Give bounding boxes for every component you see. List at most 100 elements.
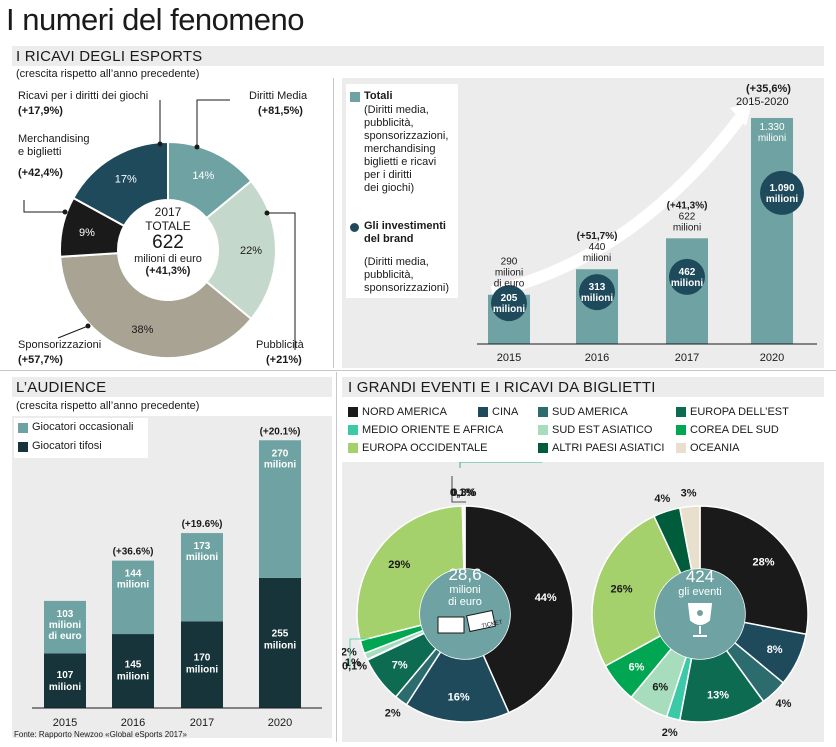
casual-value-label: di euro bbox=[48, 631, 81, 642]
growth-label: (+41,3%) bbox=[667, 200, 708, 211]
casual-value-label: milioni bbox=[264, 459, 296, 470]
revenue-subtitle: (crescita rispetto all’anno precedente) bbox=[16, 68, 200, 80]
center-growth: (+41,3%) bbox=[145, 265, 191, 277]
events-legend-label: SUD AMERICA bbox=[552, 406, 628, 418]
event-slice-label: 4% bbox=[654, 493, 670, 505]
source-note: Fonte: Rapporto Newzoo «Global eSports 2… bbox=[14, 730, 187, 739]
brand-value-label: milioni bbox=[671, 278, 703, 289]
brand-swatch bbox=[350, 223, 359, 232]
event-slice-label: 6% bbox=[628, 662, 644, 674]
totali-desc-line: (Diritti media, bbox=[364, 104, 429, 116]
events-legend-label: OCEANIA bbox=[690, 442, 740, 454]
ads-label: Pubblicità bbox=[256, 339, 304, 351]
audience-year-label: 2017 bbox=[190, 717, 214, 729]
brand-desc-line: pubblicità, bbox=[364, 269, 414, 281]
fans-bar bbox=[259, 577, 301, 708]
donut1-value: 28,6 bbox=[448, 565, 482, 584]
brand-desc-line: sponsorizzazioni) bbox=[364, 282, 449, 294]
year-tick-label: 2017 bbox=[675, 352, 699, 364]
merch-label: Merchandising bbox=[18, 133, 90, 145]
fans-bar bbox=[112, 634, 154, 708]
events-legend-label: ALTRI PAESI ASIATICI bbox=[552, 442, 665, 454]
total-value-label: milioni bbox=[758, 133, 786, 144]
merch-label-2: e biglietti bbox=[18, 146, 62, 158]
total-value-label: di euro bbox=[494, 279, 525, 290]
center-year: 2017 bbox=[154, 205, 182, 219]
page-title: I numeri del fenomeno bbox=[6, 2, 304, 37]
audience-year-label: 2020 bbox=[268, 717, 292, 729]
event-slice-label: 16% bbox=[448, 691, 470, 703]
year-tick-label: 2015 bbox=[497, 352, 521, 364]
brand-value-label: milioni bbox=[766, 194, 798, 205]
fans-value-label: milioni bbox=[264, 640, 296, 651]
brand-value-label: milioni bbox=[493, 304, 525, 315]
revenue-slice-label: 14% bbox=[192, 170, 214, 182]
event-slice-label: 3% bbox=[681, 488, 697, 500]
events-band bbox=[342, 377, 824, 397]
media-growth: (+81,5%) bbox=[258, 105, 303, 117]
audience-growth-label: (+36.6%) bbox=[113, 547, 154, 558]
event-slice-label: 44% bbox=[535, 592, 557, 604]
donut1-unit-2: di euro bbox=[448, 596, 482, 608]
year-tick-label: 2016 bbox=[585, 352, 609, 364]
events-legend-label: EUROPA OCCIDENTALE bbox=[362, 442, 488, 454]
totali-desc: (Diritti media, pubblicità, sponsorizzaz… bbox=[364, 104, 448, 195]
revenue-slice-label: 9% bbox=[79, 227, 95, 239]
ads-growth: (+21%) bbox=[266, 354, 302, 366]
revenue-slice bbox=[205, 179, 277, 321]
brand-value-label: milioni bbox=[581, 293, 613, 304]
brand-title-line: del brand bbox=[364, 233, 414, 245]
casual-value-label: 270 bbox=[272, 448, 289, 459]
events-legend-label: CINA bbox=[492, 406, 519, 418]
events-legend-swatch bbox=[348, 443, 358, 453]
events-legend-swatch bbox=[538, 443, 548, 453]
event-slice-label: 28% bbox=[753, 556, 775, 568]
brand-bubble bbox=[669, 258, 705, 295]
event-slice-label: 4% bbox=[776, 698, 792, 710]
ticket-icon bbox=[437, 609, 496, 634]
ticket-label: TICKET bbox=[481, 620, 503, 630]
totali-desc-line: per i diritti bbox=[364, 169, 412, 181]
event-slice bbox=[462, 505, 466, 570]
rights-label: Ricavi per i diritti dei giochi bbox=[18, 90, 149, 102]
events-legend-label: SUD EST ASIATICO bbox=[552, 424, 653, 436]
fans-value-label: 145 bbox=[125, 659, 142, 670]
audience-year-label: 2015 bbox=[53, 717, 77, 729]
events-title: I GRANDI EVENTI E I RICAVI DA BIGLIETTI bbox=[348, 379, 656, 396]
casual-bar bbox=[181, 533, 223, 622]
revenue-section-title: I RICAVI DEGLI ESPORTS bbox=[16, 48, 203, 65]
events-legend-label: MEDIO ORIENTE E AFRICA bbox=[362, 424, 504, 436]
donut1-center-text: 28,6 milioni di euro bbox=[415, 565, 515, 609]
totali-desc-line: pubblicità, bbox=[364, 117, 414, 129]
brand-title-line: Gli investimenti bbox=[364, 220, 446, 232]
audience-title: L’AUDIENCE bbox=[16, 379, 107, 396]
casual-swatch bbox=[18, 423, 28, 433]
audience-growth-label: (+19.6%) bbox=[182, 519, 223, 530]
fans-label: Giocatori tifosi bbox=[32, 440, 102, 452]
brand-bubble bbox=[579, 274, 615, 311]
event-slice-label: 6% bbox=[652, 681, 668, 693]
event-slice-label: 2% bbox=[662, 727, 678, 739]
center-label: TOTALE bbox=[145, 219, 191, 233]
event-slice-label: 2% bbox=[385, 707, 401, 719]
revenue-slice-label: 38% bbox=[131, 324, 153, 336]
casual-value-label: milioni bbox=[117, 580, 149, 591]
casual-label: Giocatori occasionali bbox=[32, 421, 134, 433]
audience-year-label: 2016 bbox=[121, 717, 145, 729]
brand-title: Gli investimenti del brand bbox=[364, 220, 446, 246]
merch-growth: (+42,4%) bbox=[18, 167, 63, 179]
donut2-unit: gli eventi bbox=[678, 586, 722, 598]
divider-vertical-top bbox=[333, 78, 334, 368]
divider-vertical-bottom bbox=[336, 372, 337, 742]
audience-legend: Giocatori occasionali Giocatori tifosi bbox=[14, 418, 148, 458]
revenue-donut: 14% 22% 38% 9% 17% bbox=[23, 99, 296, 359]
total-value-label: 622 bbox=[679, 211, 696, 222]
revenue-slice-label: 17% bbox=[115, 174, 137, 186]
event-slice-label: 1% bbox=[345, 657, 361, 669]
events-legend-swatch bbox=[348, 425, 358, 435]
totali-desc-line: sponsorizzazioni, bbox=[364, 130, 449, 142]
event-slice-label: 13% bbox=[707, 690, 729, 702]
